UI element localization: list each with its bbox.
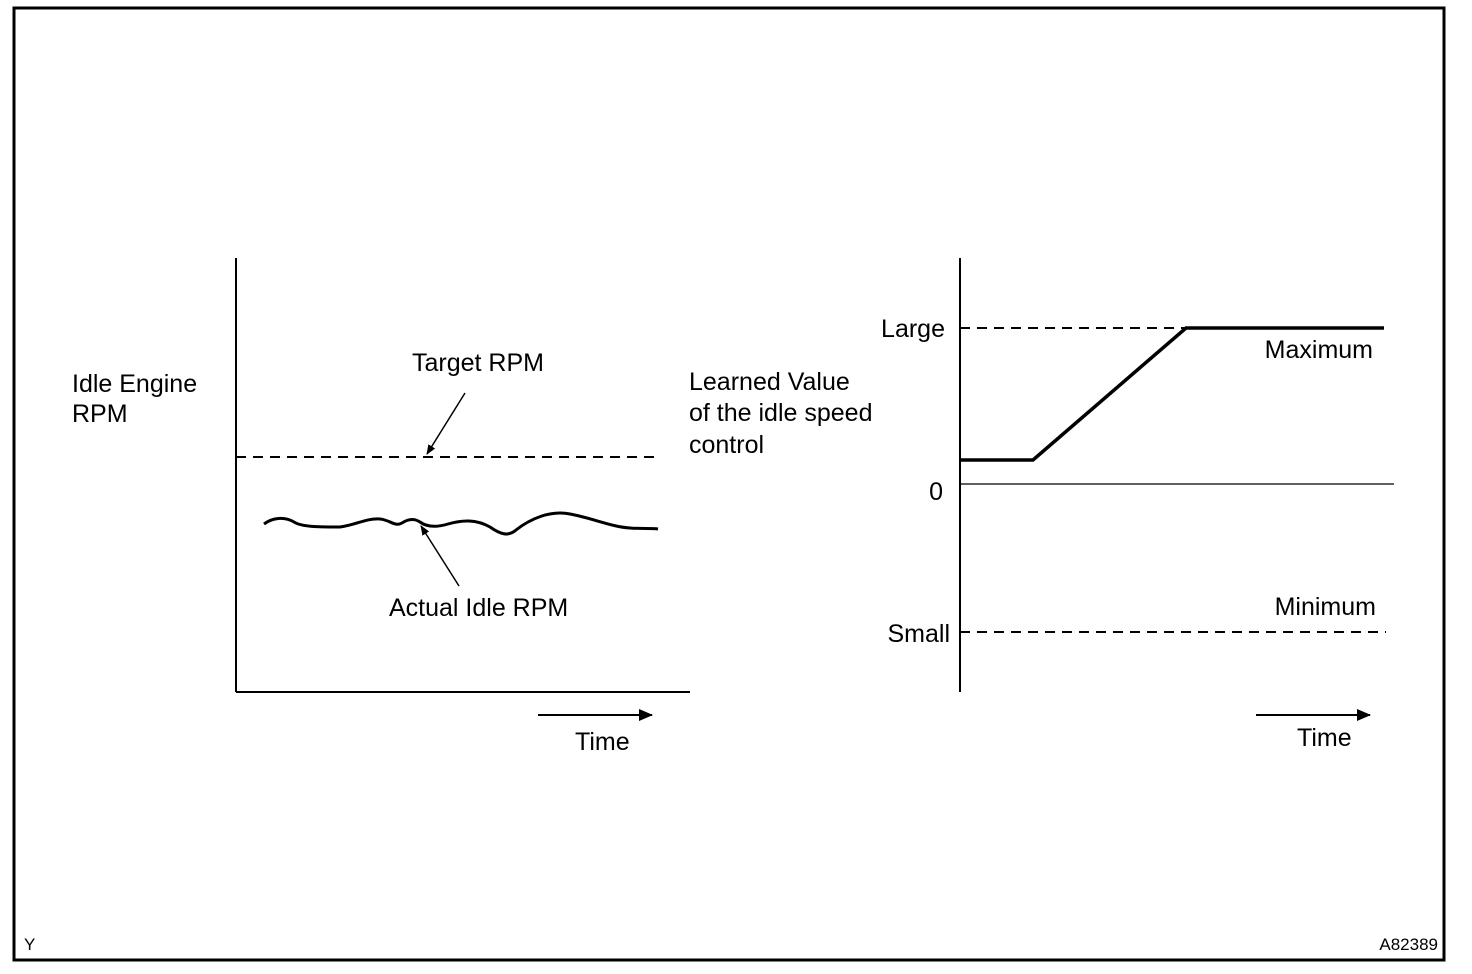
right-graph: Learned Value of the idle speed control …: [689, 258, 1394, 752]
actual-rpm-pointer: [420, 525, 460, 587]
target-rpm-pointer: [426, 392, 466, 455]
left-graph: Idle Engine RPM Target RPM Actual Idle R…: [72, 258, 690, 756]
right-y-label-line3: control: [689, 431, 764, 459]
target-rpm-label: Target RPM: [412, 349, 544, 377]
corner-code-y: Y: [24, 935, 35, 954]
left-time-label: Time: [575, 728, 630, 756]
actual-idle-rpm-label: Actual Idle RPM: [389, 594, 568, 622]
maximum-label: Maximum: [1265, 336, 1373, 364]
figure-id: A82389: [1379, 935, 1438, 954]
right-time-label: Time: [1297, 724, 1352, 752]
left-y-label-line1: Idle Engine: [72, 370, 197, 398]
minimum-label: Minimum: [1275, 593, 1376, 621]
learned-value-line: [960, 326, 1384, 462]
right-y-label-line1: Learned Value: [689, 368, 850, 396]
tick-small: Small: [887, 620, 950, 648]
figure-border: [12, 6, 1446, 962]
tick-large: Large: [881, 315, 945, 343]
right-y-label-line2: of the idle speed: [689, 399, 872, 427]
tick-zero: 0: [929, 478, 943, 506]
left-y-label-line2: RPM: [72, 400, 128, 428]
actual-idle-rpm-line: [263, 511, 659, 536]
